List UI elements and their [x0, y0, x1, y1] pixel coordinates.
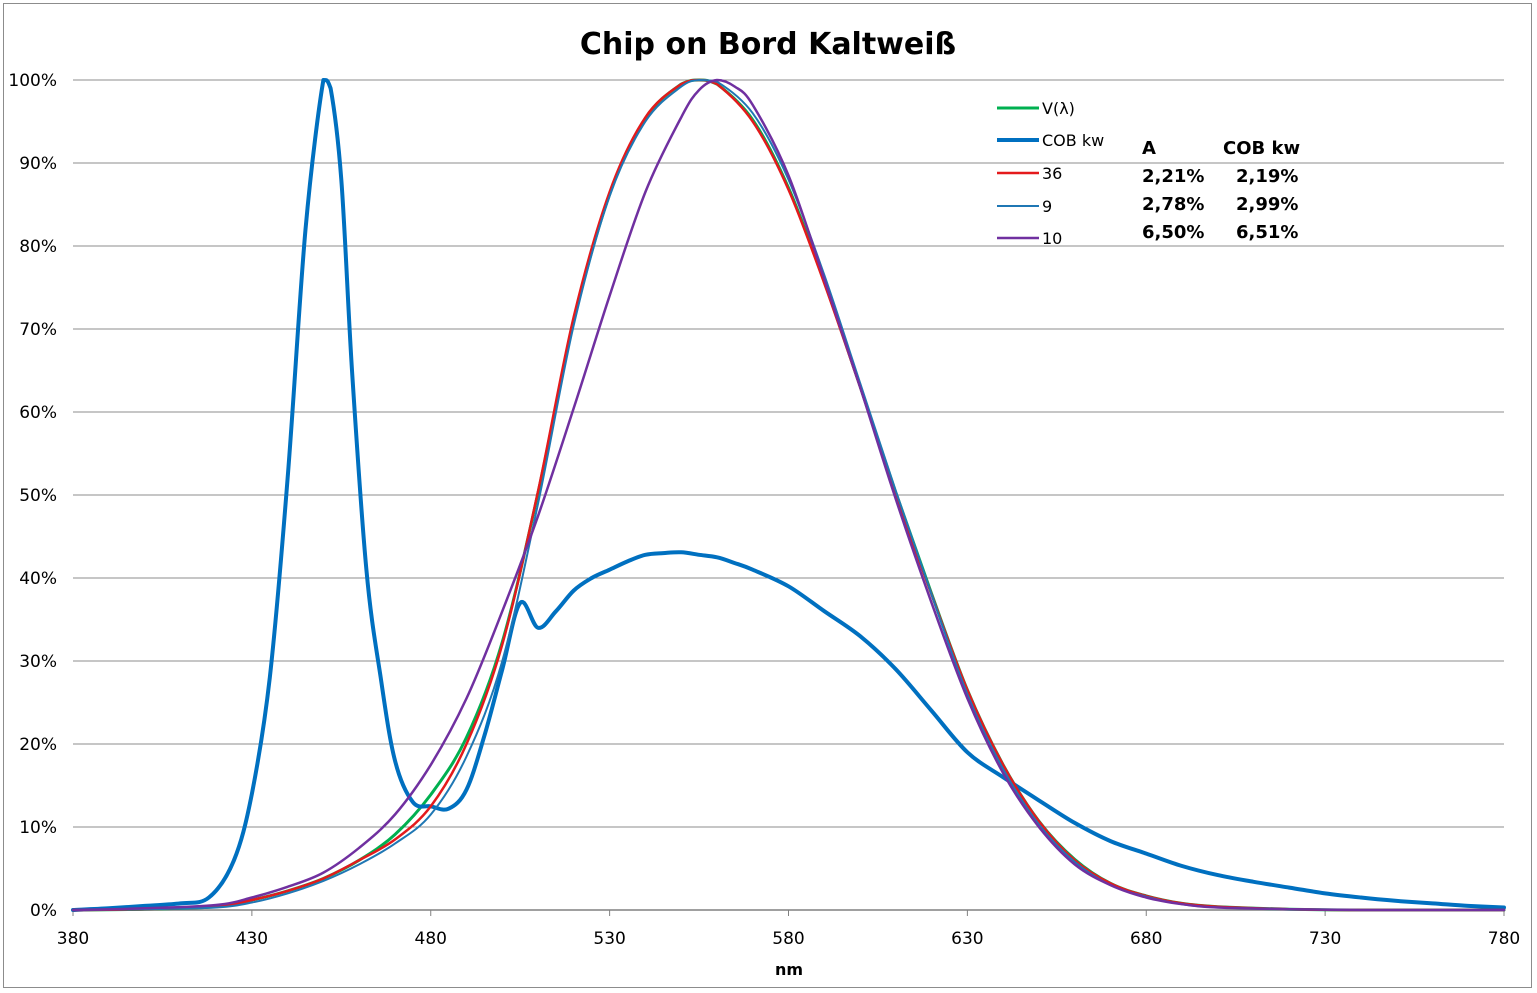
legend: V(λ) COB kw 36 9 10 — [997, 99, 1104, 248]
x-tick-label: 780 — [1488, 929, 1520, 949]
y-tick-label: 70% — [19, 320, 57, 340]
annotation-table: A COB kw 2,21% 2,19% 2,78% 2,99% 6,50% 6,51% — [1142, 138, 1300, 243]
legend-label: V(λ) — [1042, 99, 1075, 118]
y-tick-label: 20% — [19, 735, 57, 755]
legend-label: 10 — [1042, 229, 1062, 248]
x-axis-label: nm — [775, 960, 803, 979]
annotation-cell: 6,51% — [1236, 222, 1298, 243]
y-tick-label: 50% — [19, 486, 57, 506]
y-axis-ticks: 0% 10% 20% 30% 40% 50% 60% 70% 80% 90% 100% — [8, 71, 57, 921]
y-tick-label: 40% — [19, 569, 57, 589]
y-tick-label: 10% — [19, 818, 57, 838]
y-tick-label: 30% — [19, 652, 57, 672]
annotation-cell: 2,19% — [1236, 166, 1298, 187]
x-tick-label: 380 — [57, 929, 89, 949]
legend-label: COB kw — [1042, 131, 1104, 150]
annotation-cell: 2,21% — [1142, 166, 1204, 187]
x-tick-label: 530 — [593, 929, 625, 949]
y-tick-label: 100% — [8, 71, 57, 91]
series-line-4 — [71, 78, 1506, 912]
x-tick-label: 480 — [415, 929, 447, 949]
y-tick-label: 60% — [19, 403, 57, 423]
annotation-cell: 2,99% — [1236, 194, 1298, 215]
annotation-header: A — [1142, 138, 1156, 159]
annotation-cell: 2,78% — [1142, 194, 1204, 215]
x-tick-label: 730 — [1309, 929, 1341, 949]
y-tick-label: 80% — [19, 237, 57, 257]
legend-label: 36 — [1042, 164, 1062, 183]
y-tick-label: 90% — [19, 154, 57, 174]
x-tick-label: 430 — [236, 929, 268, 949]
y-tick-label: 0% — [30, 901, 57, 921]
x-tick-label: 580 — [772, 929, 804, 949]
series-lines — [71, 78, 1506, 912]
x-tick-label: 630 — [951, 929, 983, 949]
x-axis-ticks: 380 430 480 530 580 630 680 730 780 — [57, 910, 1520, 949]
annotation-cell: 6,50% — [1142, 222, 1204, 243]
annotation-header: COB kw — [1223, 138, 1300, 159]
chart-title: Chip on Bord Kaltweiß — [580, 27, 956, 62]
legend-label: 9 — [1042, 197, 1052, 216]
x-tick-label: 680 — [1130, 929, 1162, 949]
series-line-1 — [71, 78, 1506, 912]
